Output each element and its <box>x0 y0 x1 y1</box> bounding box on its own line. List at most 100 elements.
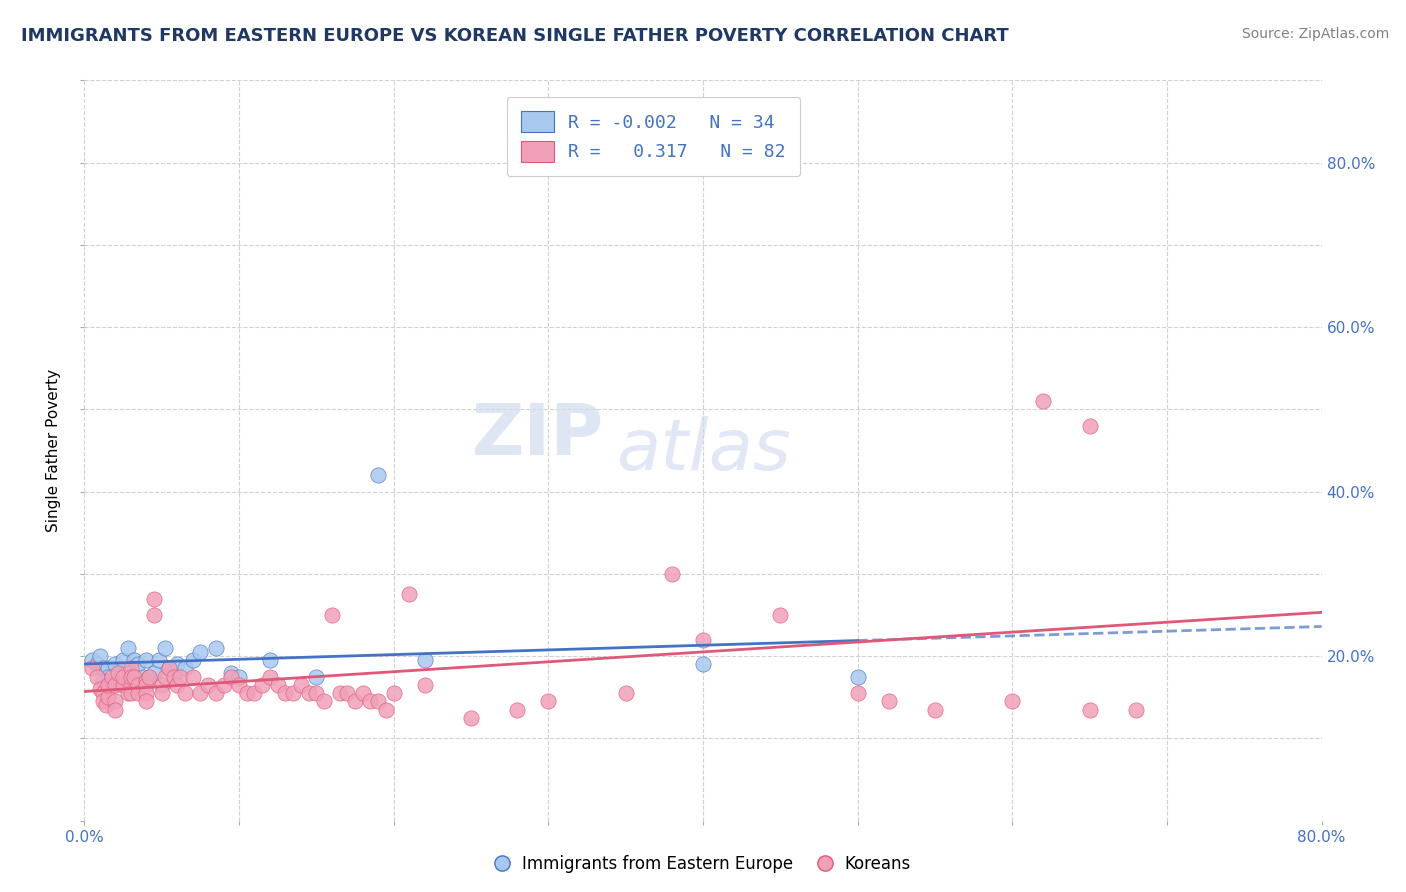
Point <box>1125 703 1147 717</box>
Point <box>181 670 204 684</box>
Point <box>219 670 242 684</box>
Point <box>135 686 157 700</box>
Point <box>661 566 683 581</box>
Point <box>769 607 792 622</box>
Point <box>506 703 529 717</box>
Point <box>91 673 114 688</box>
Point <box>174 686 197 700</box>
Point <box>367 694 389 708</box>
Point <box>91 661 114 675</box>
Point <box>127 686 149 700</box>
Point <box>86 657 108 672</box>
Point <box>267 678 290 692</box>
Point <box>112 678 135 692</box>
Point <box>153 670 176 684</box>
Text: Source: ZipAtlas.com: Source: ZipAtlas.com <box>1241 27 1389 41</box>
Point <box>89 681 111 696</box>
Point <box>132 670 155 684</box>
Point <box>321 607 343 622</box>
Point <box>181 653 204 667</box>
Point <box>460 711 482 725</box>
Point <box>169 670 191 684</box>
Point <box>91 686 114 700</box>
Point <box>112 670 135 684</box>
Point <box>360 694 382 708</box>
Point <box>101 678 124 692</box>
Point <box>235 686 259 700</box>
Point <box>692 632 714 647</box>
Point <box>352 686 374 700</box>
Point <box>138 670 160 684</box>
Point <box>86 670 108 684</box>
Point <box>104 703 127 717</box>
Point <box>117 686 139 700</box>
Point <box>1078 703 1101 717</box>
Point <box>336 686 359 700</box>
Point <box>117 640 139 655</box>
Point <box>846 686 869 700</box>
Point <box>163 670 186 684</box>
Point <box>101 670 124 684</box>
Point <box>290 678 312 692</box>
Point <box>159 661 180 675</box>
Point <box>127 657 149 672</box>
Point <box>312 694 335 708</box>
Point <box>228 670 250 684</box>
Point <box>328 686 352 700</box>
Point <box>122 670 145 684</box>
Point <box>537 694 560 708</box>
Point <box>692 657 714 672</box>
Point <box>1001 694 1024 708</box>
Point <box>122 653 145 667</box>
Point <box>174 661 197 675</box>
Point <box>614 686 637 700</box>
Point <box>166 657 188 672</box>
Point <box>150 686 173 700</box>
Point <box>96 670 118 684</box>
Point <box>120 670 142 684</box>
Point <box>148 653 170 667</box>
Point <box>1032 394 1054 409</box>
Point <box>212 678 235 692</box>
Point <box>104 657 127 672</box>
Point <box>205 640 228 655</box>
Point <box>107 665 129 680</box>
Point <box>228 678 250 692</box>
Point <box>159 661 180 675</box>
Point <box>82 661 104 675</box>
Point <box>135 673 157 688</box>
Point <box>250 678 273 692</box>
Point <box>398 587 420 601</box>
Point <box>135 653 157 667</box>
Text: ZIP: ZIP <box>472 401 605 470</box>
Legend: Immigrants from Eastern Europe, Koreans: Immigrants from Eastern Europe, Koreans <box>488 848 918 880</box>
Point <box>91 694 114 708</box>
Point <box>297 686 319 700</box>
Point <box>104 694 127 708</box>
Point <box>120 678 142 692</box>
Point <box>138 670 160 684</box>
Point <box>197 678 219 692</box>
Legend: R = -0.002   N = 34, R =   0.317   N = 82: R = -0.002 N = 34, R = 0.317 N = 82 <box>506 96 800 177</box>
Point <box>243 686 266 700</box>
Point <box>413 678 436 692</box>
Point <box>259 670 281 684</box>
Point <box>120 686 142 700</box>
Point <box>82 653 104 667</box>
Point <box>343 694 366 708</box>
Point <box>143 591 166 606</box>
Point <box>413 653 436 667</box>
Point <box>281 686 305 700</box>
Point <box>274 686 297 700</box>
Text: atlas: atlas <box>616 416 792 485</box>
Point <box>104 678 127 692</box>
Point <box>127 678 149 692</box>
Point <box>188 686 211 700</box>
Point <box>112 653 135 667</box>
Point <box>96 661 118 675</box>
Point <box>219 665 242 680</box>
Point <box>135 678 157 692</box>
Point <box>305 686 328 700</box>
Point <box>150 678 173 692</box>
Point <box>924 703 946 717</box>
